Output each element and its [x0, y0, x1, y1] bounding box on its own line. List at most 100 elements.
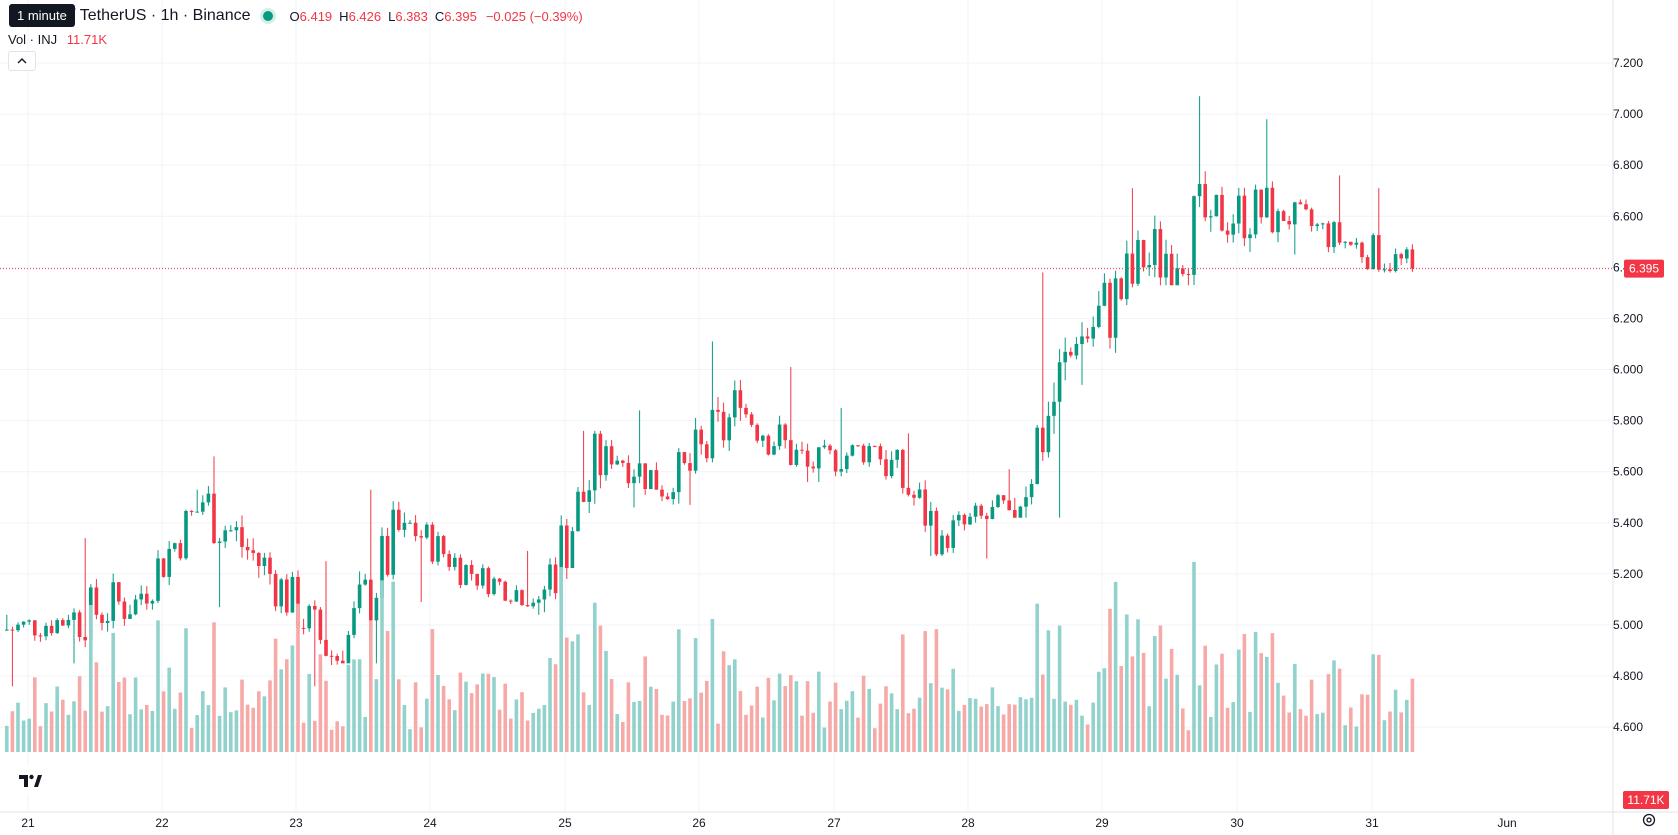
volume-bar	[212, 622, 216, 752]
volume-bar	[682, 701, 687, 752]
candle-body	[425, 524, 429, 538]
candle-body	[1309, 209, 1314, 227]
candle-body	[1371, 235, 1375, 269]
candle	[240, 515, 244, 558]
candle	[889, 451, 894, 479]
volume-bar	[833, 682, 838, 752]
volume-bar	[609, 679, 614, 752]
candle-body	[419, 536, 423, 538]
volume-bar	[693, 638, 698, 752]
candle	[307, 604, 311, 632]
volume-bar	[1169, 648, 1174, 752]
volume-bar	[660, 714, 664, 752]
candle	[817, 447, 821, 482]
candle	[777, 415, 782, 450]
volume-bar	[111, 632, 115, 752]
candle	[1259, 189, 1263, 224]
settings-gear-icon[interactable]	[1641, 812, 1657, 828]
volume-bar	[385, 631, 390, 752]
candle-body	[615, 460, 619, 465]
volume-bar	[1332, 660, 1336, 752]
candle	[262, 552, 267, 576]
collapse-legend-button[interactable]	[8, 51, 36, 71]
candle	[861, 443, 866, 465]
volume-bar	[643, 656, 647, 752]
volume-bar	[139, 709, 143, 752]
volume-bar	[475, 684, 479, 752]
candle-body	[324, 639, 328, 656]
tradingview-logo[interactable]	[14, 764, 46, 796]
y-tick-label: 5.000	[1613, 618, 1643, 632]
candle-body	[38, 635, 43, 637]
candle	[223, 525, 227, 549]
candle-body	[682, 452, 687, 464]
candle	[1343, 240, 1347, 249]
volume-bar	[1393, 689, 1398, 752]
candle-body	[307, 605, 311, 629]
candle-body	[1259, 189, 1263, 218]
candle-body	[105, 620, 110, 623]
candle-body	[240, 527, 244, 547]
candle-body	[217, 541, 222, 543]
candle	[749, 412, 754, 428]
candle-body	[783, 424, 787, 441]
volume-bar	[934, 629, 939, 752]
volume-bar	[66, 714, 71, 752]
candle-body	[251, 550, 255, 553]
candle-body	[794, 449, 799, 465]
volume-bar	[240, 679, 244, 752]
volume-label[interactable]: Vol · INJ	[8, 32, 58, 47]
candle-body	[772, 446, 776, 455]
candle	[83, 538, 87, 648]
candle-body	[520, 590, 524, 606]
volume-bar	[985, 704, 989, 752]
candle-body	[576, 491, 580, 532]
volume-bar	[313, 720, 317, 752]
candle	[755, 423, 759, 444]
volume-bar	[173, 708, 177, 752]
candle	[716, 397, 720, 422]
candle	[1388, 263, 1392, 273]
candle	[1360, 241, 1364, 263]
candle	[1113, 270, 1118, 353]
candle-body	[593, 433, 597, 491]
candle-body	[861, 445, 866, 463]
volume-bar	[156, 620, 160, 752]
candle-body	[1169, 253, 1174, 286]
candle-body	[951, 520, 955, 548]
candle	[733, 380, 737, 427]
volume-bar	[357, 659, 362, 752]
x-tick-label: 23	[289, 816, 303, 830]
candle	[671, 487, 675, 505]
volume-bar	[33, 677, 37, 752]
volume-bar	[621, 722, 625, 752]
volume-bar	[1052, 698, 1056, 752]
candle-body	[1181, 268, 1185, 275]
candle	[1136, 230, 1140, 286]
volume-bar	[845, 700, 849, 752]
candle	[1265, 119, 1269, 219]
candle-body	[167, 548, 171, 577]
low-key: L	[388, 8, 396, 24]
candle	[794, 443, 799, 467]
candle	[324, 561, 328, 657]
candle	[1192, 195, 1196, 285]
volume-bar	[481, 673, 485, 752]
candle	[441, 534, 446, 558]
candle-body	[1074, 344, 1079, 356]
volume-bar	[1108, 608, 1112, 752]
volume-bar	[1259, 653, 1263, 752]
volume-bar	[105, 706, 110, 752]
x-tick-label: 26	[692, 816, 706, 830]
candle	[906, 433, 911, 497]
candle	[133, 595, 138, 616]
candle-body	[945, 535, 950, 548]
candle	[789, 366, 793, 466]
candle-body	[49, 625, 54, 634]
volume-bar	[1063, 701, 1067, 752]
candle	[49, 620, 54, 636]
candle	[1052, 382, 1056, 434]
volume-bar	[1354, 726, 1359, 752]
